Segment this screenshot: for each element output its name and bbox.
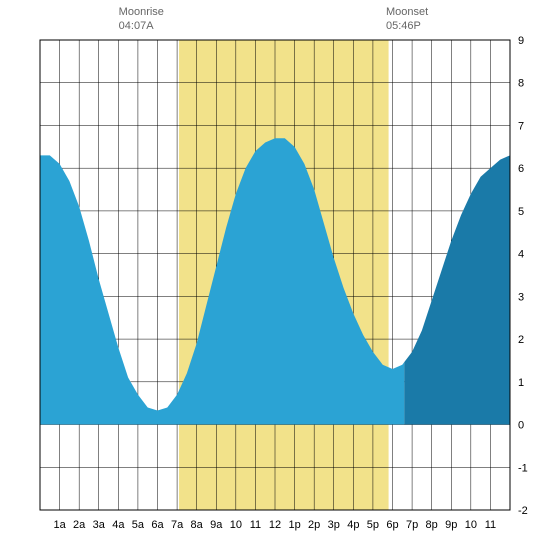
y-tick-label: 3	[518, 291, 524, 303]
x-tick-label: 7p	[406, 519, 418, 531]
x-tick-label: 11	[250, 519, 261, 531]
moonrise-label: Moonrise 04:07A	[119, 6, 164, 34]
y-tick-label: 6	[518, 163, 524, 175]
x-axis-labels: 1a 2a 3a 4a 5a 6a 7a 8a 9a 10 11 12 1p 2p 3p 4p 5p 6p 7p 8p…	[53, 519, 496, 531]
x-tick-label: 6p	[386, 519, 398, 531]
y-tick-label: 1	[518, 377, 524, 389]
x-tick-label: 5p	[367, 519, 379, 531]
x-tick-label: 8p	[426, 519, 438, 531]
x-tick-label: 5a	[132, 519, 145, 531]
x-tick-label: 12	[269, 519, 281, 531]
x-tick-label: 4a	[112, 519, 125, 531]
y-tick-label: 0	[518, 420, 524, 432]
y-tick-label: 7	[518, 120, 524, 132]
tide-chart: Moonrise 04:07A Moonset 05:46P 1a 2a 3a 4a 5…	[0, 0, 550, 550]
y-tick-label: -2	[518, 505, 528, 517]
y-tick-label: 9	[518, 35, 524, 47]
y-tick-label: -1	[518, 462, 528, 474]
moonrise-title: Moonrise	[119, 6, 164, 18]
x-tick-label: 9a	[210, 519, 223, 531]
moonrise-time: 04:07A	[119, 20, 154, 32]
moonset-title: Moonset	[386, 6, 428, 18]
x-tick-label: 11	[485, 519, 496, 531]
x-tick-label: 2a	[73, 519, 86, 531]
y-tick-label: 8	[518, 78, 524, 90]
x-tick-label: 2p	[308, 519, 320, 531]
x-tick-label: 1p	[288, 519, 300, 531]
y-axis-labels: -2 -1 0 1 2 3 4 5 6 7 8 9	[518, 35, 528, 517]
x-tick-label: 9p	[445, 519, 457, 531]
y-tick-label: 4	[518, 249, 524, 261]
chart-svg: 1a2a3a4a5a6a7a8a9a1011121p2p3p4p5p6p7p8p…	[0, 0, 550, 550]
x-tick-label: 10	[230, 519, 242, 531]
x-tick-label: 6a	[151, 519, 164, 531]
x-tick-label: 3a	[93, 519, 106, 531]
y-tick-label: 5	[518, 206, 524, 218]
x-tick-label: 1a	[53, 519, 66, 531]
x-tick-label: 8a	[191, 519, 204, 531]
x-tick-label: 10	[465, 519, 477, 531]
y-tick-label: 2	[518, 334, 524, 346]
x-tick-label: 3p	[328, 519, 340, 531]
x-tick-label: 4p	[347, 519, 359, 531]
moonset-label: Moonset 05:46P	[386, 6, 428, 34]
moonset-time: 05:46P	[386, 20, 421, 32]
x-tick-label: 7a	[171, 519, 184, 531]
